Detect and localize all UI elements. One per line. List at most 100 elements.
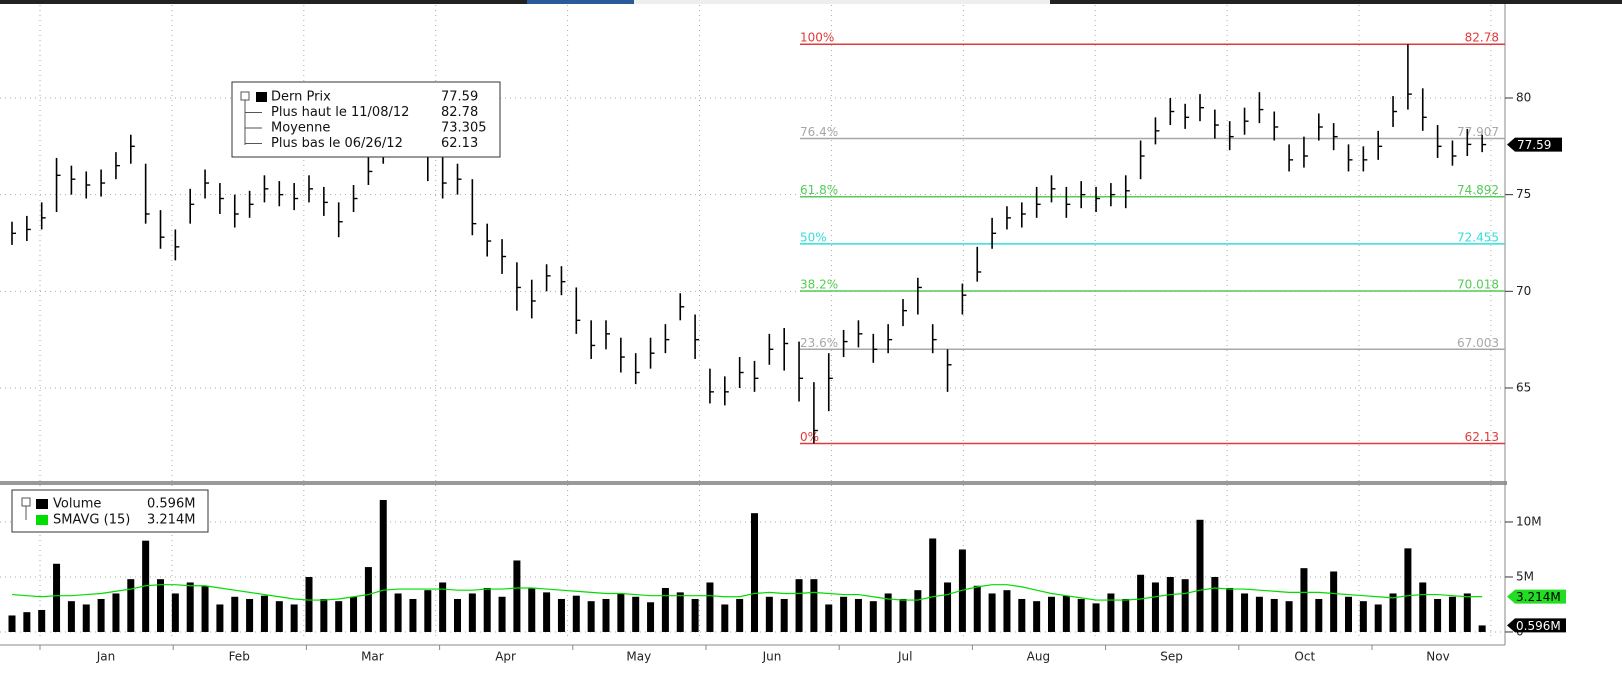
x-tick-label: Jul [897,650,912,664]
legend-value: 62.13 [441,136,478,151]
volume-bar [112,593,120,632]
volume-bar [869,601,877,632]
value-tag-label: 3.214M [1516,590,1561,604]
volume-bar [1077,598,1085,632]
legend-value: 77.59 [441,90,478,105]
volume-bar [1478,625,1486,632]
y-tick-label: 80 [1516,90,1531,104]
legend-label: Plus bas le 06/26/12 [271,136,403,151]
volume-bar [335,601,343,632]
volume-bar [1062,595,1070,632]
legend-value: 3.214M [147,513,195,528]
toolbar-field [634,0,1050,4]
volume-bar [8,615,16,632]
volume-bar [275,601,283,632]
volume-bar [1270,598,1278,632]
volume-bar [1315,598,1323,632]
volume-bar [127,579,135,632]
volume-bar [751,513,758,632]
volume-bar [765,596,773,632]
volume-bar [1241,593,1249,632]
volume-bar [854,598,862,632]
volume-bar [409,598,417,632]
volume-bar [513,560,521,632]
fib-label: 23.6% [800,336,838,350]
fib-value: 77.907 [1457,125,1499,139]
volume-bar [840,596,848,632]
volume-bar [1092,603,1100,632]
volume-bar [1448,596,1456,632]
x-tick-label: Jan [96,650,116,664]
value-tag [1507,618,1566,633]
volume-bar [988,593,996,632]
volume-bar [736,598,744,632]
volume-bar [439,582,447,632]
volume-bar [82,604,90,632]
value-tag [1507,589,1566,604]
volume-bar [468,593,476,632]
volume-bar [1137,574,1145,632]
volume-bar [1374,604,1382,632]
volume-bar [543,592,551,632]
fib-value: 62.13 [1465,430,1499,444]
legend-box [231,81,501,158]
volume-bar [1181,579,1189,632]
legend-swatch [36,499,48,509]
volume-bar [498,596,506,632]
fib-value: 82.78 [1465,31,1499,45]
fib-value: 70.018 [1457,277,1499,291]
volume-bar [1166,576,1174,632]
volume-bar [1107,593,1115,632]
volume-bar [454,598,461,632]
volume-bar [246,598,254,632]
volume-bar [1255,596,1263,632]
volume-bar [157,579,164,632]
volume-bar [260,595,268,632]
y-tick-label: 65 [1516,380,1531,394]
volume-bar [67,601,75,632]
volume-bar [632,596,640,632]
volume-bar [1359,601,1367,632]
volume-bar [483,587,491,632]
legend-label: Moyenne [271,121,330,136]
volume-bar [1419,582,1427,632]
volume-bar [1345,596,1352,632]
x-tick-label: May [626,650,651,664]
x-tick-label: Mar [361,650,384,664]
volume-bar [1048,596,1055,632]
x-tick-label: Sep [1160,650,1183,664]
volume-bar [721,604,729,632]
volume-bar [795,579,803,632]
legend-label: SMAVG (15) [53,513,130,528]
legend-icon [256,92,267,102]
volume-bar [572,595,580,632]
volume-bar [706,582,714,632]
y-tick-label: 75 [1516,187,1531,201]
volume-bar [320,598,328,632]
volume-bar [825,604,833,632]
x-tick-label: Oct [1294,650,1315,664]
volume-bar [557,598,565,632]
fib-value: 67.003 [1457,336,1499,350]
volume-bar [647,602,655,632]
volume-bar [231,596,239,632]
x-tick-label: Aug [1027,650,1050,664]
volume-bar [676,592,684,632]
volume-bar [929,538,937,632]
fib-label: 61.8% [800,183,838,197]
volume-bar [394,593,402,632]
volume-bar [1003,590,1011,632]
volume-bar [379,499,387,632]
volume-bar [38,609,46,632]
legend-collapse [21,497,31,507]
volume-bar [23,612,31,632]
volume-bar [290,604,298,632]
volume-bar [1463,593,1471,632]
fib-value: 72.455 [1457,230,1499,244]
volume-bar [1300,568,1308,632]
volume-bar [1196,519,1204,632]
volume-bar [350,596,358,632]
volume-bar [617,593,625,632]
volume-bar [1226,587,1234,632]
volume-bar [691,598,699,632]
